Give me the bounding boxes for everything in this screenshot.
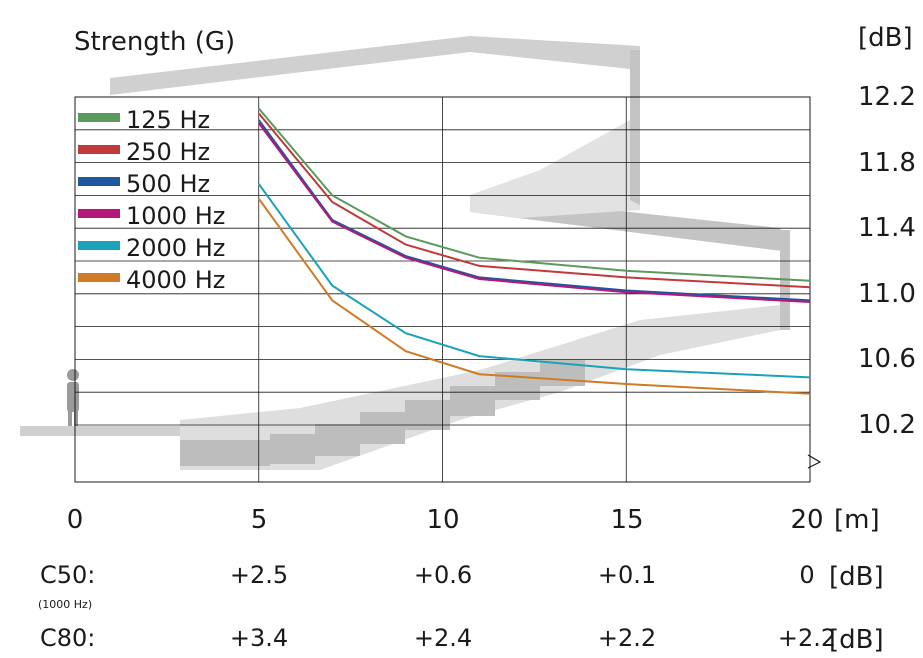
x-tick-label: 0 — [67, 505, 84, 535]
legend: 125 Hz 250 Hz 500 Hz 1000 Hz 2000 Hz 4000 Hz — [78, 106, 225, 294]
legend-swatch — [78, 241, 120, 250]
c80-value: +2.2 — [778, 624, 836, 652]
legend-label: 2000 Hz — [126, 234, 225, 262]
legend-label: 125 Hz — [126, 106, 210, 134]
c50-label: C50: — [40, 561, 95, 589]
series-line-4000hz — [257, 198, 811, 395]
y-tick-label: 11.8 — [858, 148, 916, 178]
chart-title: Strength (G) — [74, 27, 235, 57]
c50-value: +0.1 — [598, 561, 656, 589]
series-line-1000hz — [257, 122, 811, 303]
chart-grid — [74, 96, 811, 483]
legend-label: 4000 Hz — [126, 266, 225, 294]
c50-value: +0.6 — [414, 561, 472, 589]
legend-swatch — [78, 177, 120, 186]
y-unit-label: [dB] — [858, 23, 913, 53]
series-line-250hz — [258, 112, 811, 289]
series-line-125hz — [258, 107, 811, 282]
legend-label: 250 Hz — [126, 138, 210, 166]
auditorium-section-drawing — [20, 36, 790, 470]
c50-unit: [dB] — [829, 562, 884, 592]
y-tick-label: 10.2 — [858, 410, 916, 440]
c80-label: C80: — [40, 624, 95, 652]
c50-value: 0 — [799, 561, 814, 589]
series-line-2000hz — [257, 183, 811, 379]
c80-value: +3.4 — [230, 624, 288, 652]
y-tick-label: 11.4 — [858, 213, 916, 243]
legend-label: 1000 Hz — [126, 202, 225, 230]
x-tick-labels: 0 5 10 15 20 — [67, 505, 824, 535]
series-line-500hz — [257, 119, 811, 302]
series-lines — [257, 107, 811, 395]
y-tick-label: 10.6 — [858, 344, 916, 374]
x-unit-label: [m] — [834, 505, 880, 535]
c50-note: (1000 Hz) — [38, 598, 92, 611]
c80-unit: [dB] — [829, 625, 884, 655]
c80-value: +2.4 — [414, 624, 472, 652]
y-tick-label: 11.0 — [858, 279, 916, 309]
c80-value: +2.2 — [598, 624, 656, 652]
y-tick-label: 12.2 — [858, 82, 916, 112]
x-tick-label: 20 — [790, 505, 823, 535]
axis-break-mark — [807, 454, 822, 469]
legend-swatch — [78, 113, 120, 122]
x-tick-label: 15 — [610, 505, 643, 535]
x-tick-label: 5 — [251, 505, 268, 535]
legend-label: 500 Hz — [126, 170, 210, 198]
c50-values: +2.5 +0.6 +0.1 0 — [230, 561, 815, 589]
x-tick-label: 10 — [426, 505, 459, 535]
c80-values: +3.4 +2.4 +2.2 +2.2 — [230, 624, 836, 652]
c50-value: +2.5 — [230, 561, 288, 589]
legend-swatch — [78, 145, 120, 154]
y-tick-labels: 12.2 11.8 11.4 11.0 10.6 10.2 — [858, 82, 916, 440]
legend-swatch — [78, 273, 120, 282]
legend-swatch — [78, 209, 120, 218]
